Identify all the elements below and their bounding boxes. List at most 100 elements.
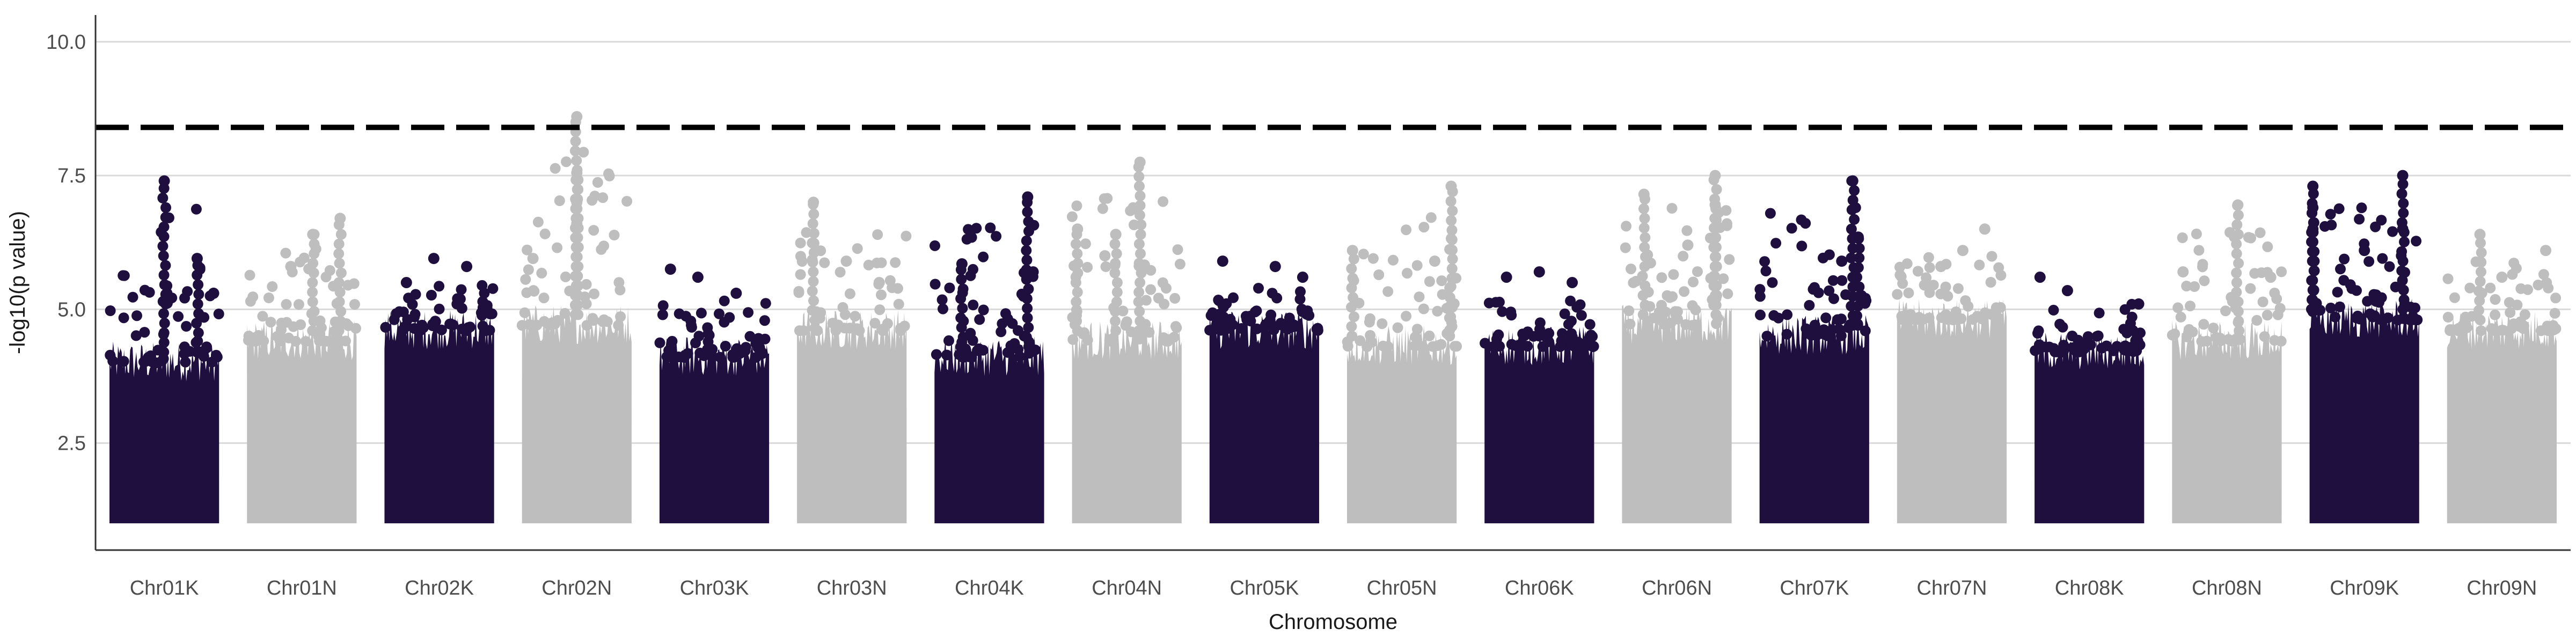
snp-point [1711, 290, 1722, 301]
snp-point [1446, 273, 1458, 284]
snp-point [1021, 274, 1032, 285]
peak-point [1027, 266, 1039, 278]
snp-point [1724, 254, 1735, 265]
peak-point [571, 167, 583, 179]
snp-point [2515, 283, 2527, 294]
snp-point [160, 211, 171, 223]
peak-point [873, 277, 885, 288]
snp-point [1849, 185, 1860, 196]
peak-point [571, 111, 583, 122]
snp-point [965, 270, 976, 281]
peak-point [527, 253, 539, 265]
snp-point [2269, 288, 2280, 298]
peak-point [158, 175, 170, 187]
snp-point [191, 318, 202, 329]
snp-point [2223, 334, 2234, 345]
snp-point [2474, 295, 2485, 306]
snp-point [571, 261, 582, 272]
snp-point [835, 267, 846, 278]
snp-point [1071, 306, 1082, 317]
dense-points-Chr04N [1072, 320, 1182, 524]
snp-point [2367, 311, 2378, 323]
peak-point [730, 287, 742, 299]
snp-point [1066, 211, 1078, 222]
snp-point [621, 196, 633, 207]
snp-point [1236, 323, 1247, 334]
snp-point [1853, 262, 1864, 273]
snp-point [1446, 224, 1458, 236]
snp-point [1986, 251, 1997, 262]
snp-point [1362, 341, 1373, 353]
snp-point [536, 267, 547, 279]
snp-point [2309, 255, 2320, 267]
chromosome-Chr05N [1342, 180, 1462, 524]
snp-point [1133, 258, 1145, 269]
snp-point [2538, 269, 2549, 280]
snp-point [2208, 323, 2219, 334]
snp-point [2397, 304, 2409, 315]
snp-point [1022, 312, 1033, 324]
snp-point [391, 308, 402, 319]
snp-point [613, 320, 624, 331]
snp-point [1268, 324, 1279, 335]
snp-point [1832, 314, 1843, 325]
snp-point [673, 352, 684, 362]
snp-point [1071, 200, 1082, 211]
snp-point [808, 228, 819, 239]
snp-point [1367, 253, 1379, 264]
snp-point [281, 299, 292, 310]
snp-point [2325, 209, 2336, 220]
peak-point [1445, 180, 1457, 192]
snp-point [966, 232, 977, 243]
snp-point [2191, 228, 2202, 239]
snp-point [522, 244, 533, 255]
snp-point [2370, 296, 2382, 307]
snp-point [1924, 262, 1935, 273]
peak-point [1269, 261, 1281, 273]
snp-point [1023, 283, 1034, 295]
x-tick-label: Chr07K [1780, 577, 1849, 599]
chromosome-Chr07K [1754, 175, 1872, 524]
snp-point [1979, 307, 1990, 318]
snp-point [592, 177, 603, 188]
snp-point [1144, 327, 1155, 338]
snp-point [2397, 255, 2409, 267]
snp-point [694, 347, 706, 358]
snp-point [1134, 333, 1145, 345]
snp-point [1786, 223, 1797, 234]
snp-point [2231, 267, 2242, 279]
peak-point [2307, 202, 2319, 214]
chromosome-Chr03K [654, 264, 771, 524]
snp-point [2508, 318, 2520, 330]
snp-point [2338, 275, 2350, 286]
x-tick-label: Chr05K [1230, 577, 1299, 599]
snp-point [2096, 342, 2107, 354]
snp-point [808, 295, 819, 306]
snp-point [480, 325, 492, 336]
snp-point [686, 321, 697, 333]
snp-point [1710, 299, 1722, 311]
snp-point [872, 258, 883, 268]
snp-point [2335, 264, 2346, 275]
peak-point [808, 196, 819, 208]
snp-point [2397, 179, 2409, 190]
snp-point [1082, 262, 1093, 273]
snp-point [1639, 261, 1650, 272]
snp-point [130, 330, 142, 341]
snp-point [213, 309, 224, 319]
snp-point [1134, 181, 1145, 192]
snp-point [1072, 325, 1083, 336]
x-tick-label: Chr06N [1642, 577, 1712, 599]
snp-point [1125, 205, 1136, 216]
snp-point [201, 341, 212, 353]
snp-point [1995, 270, 2007, 281]
snp-point [1414, 291, 1425, 303]
peak-point [2397, 223, 2409, 235]
snp-point [1447, 253, 1458, 265]
snp-point [193, 308, 204, 319]
snp-point [1135, 229, 1146, 240]
snp-point [1892, 289, 1903, 300]
snp-point [615, 311, 626, 322]
snp-point [158, 347, 170, 358]
dense-points-Chr01K [109, 341, 219, 524]
